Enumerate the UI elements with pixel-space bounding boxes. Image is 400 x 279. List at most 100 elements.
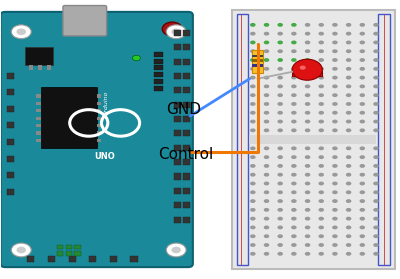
Circle shape	[346, 199, 351, 203]
Circle shape	[346, 120, 351, 124]
Circle shape	[332, 199, 338, 203]
Circle shape	[250, 76, 256, 80]
Circle shape	[291, 199, 297, 203]
Circle shape	[291, 234, 297, 238]
Circle shape	[168, 26, 176, 32]
Circle shape	[318, 173, 324, 177]
Circle shape	[264, 76, 269, 80]
Bar	[68, 256, 76, 263]
Circle shape	[278, 252, 283, 256]
Circle shape	[250, 217, 256, 221]
Bar	[36, 109, 41, 112]
Circle shape	[373, 76, 379, 80]
Circle shape	[278, 146, 283, 150]
Bar	[174, 202, 181, 208]
Bar	[174, 145, 181, 151]
Circle shape	[346, 190, 351, 194]
Circle shape	[264, 199, 269, 203]
Circle shape	[278, 32, 283, 36]
Bar	[97, 102, 102, 105]
Circle shape	[318, 182, 324, 186]
Circle shape	[360, 67, 365, 71]
Circle shape	[373, 173, 379, 177]
Bar	[154, 52, 163, 57]
Circle shape	[305, 76, 310, 80]
Bar	[182, 188, 190, 194]
Circle shape	[360, 208, 365, 212]
Circle shape	[346, 155, 351, 159]
Bar	[252, 59, 263, 62]
Bar	[174, 159, 181, 165]
Circle shape	[291, 76, 297, 80]
Circle shape	[318, 234, 324, 238]
Circle shape	[305, 164, 310, 168]
Bar	[174, 130, 181, 136]
Bar	[174, 217, 181, 223]
Circle shape	[346, 164, 351, 168]
Circle shape	[332, 67, 338, 71]
Circle shape	[291, 182, 297, 186]
Bar	[174, 116, 181, 122]
Circle shape	[318, 217, 324, 221]
Circle shape	[346, 182, 351, 186]
Circle shape	[305, 32, 310, 36]
Bar	[36, 117, 41, 120]
Circle shape	[305, 243, 310, 247]
Bar	[27, 256, 34, 263]
Circle shape	[166, 243, 186, 257]
Circle shape	[373, 93, 379, 97]
Circle shape	[264, 164, 269, 168]
Bar	[66, 245, 72, 249]
Bar	[174, 73, 181, 79]
Bar	[29, 65, 33, 70]
Circle shape	[250, 120, 256, 124]
Circle shape	[346, 243, 351, 247]
Circle shape	[291, 243, 297, 247]
Circle shape	[360, 234, 365, 238]
Circle shape	[305, 173, 310, 177]
Bar	[236, 14, 248, 265]
Bar	[252, 50, 263, 73]
Circle shape	[360, 182, 365, 186]
Circle shape	[278, 85, 283, 88]
Circle shape	[318, 111, 324, 115]
Circle shape	[278, 164, 283, 168]
Circle shape	[373, 155, 379, 159]
Circle shape	[346, 85, 351, 88]
Circle shape	[305, 23, 310, 27]
Text: Control: Control	[158, 147, 214, 162]
Bar	[182, 102, 190, 108]
Circle shape	[373, 243, 379, 247]
Circle shape	[264, 58, 269, 62]
Bar	[36, 102, 41, 105]
Circle shape	[346, 234, 351, 238]
Circle shape	[291, 225, 297, 229]
Circle shape	[291, 208, 297, 212]
Circle shape	[332, 182, 338, 186]
Bar	[154, 59, 163, 64]
Bar	[7, 73, 14, 79]
Circle shape	[305, 40, 310, 44]
Bar	[249, 134, 376, 145]
Circle shape	[250, 164, 256, 168]
Bar	[7, 155, 14, 162]
Circle shape	[360, 225, 365, 229]
Circle shape	[332, 243, 338, 247]
Circle shape	[360, 23, 365, 27]
Circle shape	[291, 23, 297, 27]
Circle shape	[278, 155, 283, 159]
Circle shape	[291, 67, 297, 71]
Circle shape	[332, 76, 338, 80]
Circle shape	[318, 49, 324, 53]
Circle shape	[305, 252, 310, 256]
Circle shape	[318, 155, 324, 159]
Circle shape	[250, 252, 256, 256]
Circle shape	[11, 243, 31, 257]
Text: Arduino: Arduino	[104, 91, 109, 116]
Bar	[97, 131, 102, 135]
Circle shape	[332, 85, 338, 88]
Circle shape	[305, 102, 310, 106]
Circle shape	[332, 208, 338, 212]
Circle shape	[250, 85, 256, 88]
Circle shape	[264, 67, 269, 71]
